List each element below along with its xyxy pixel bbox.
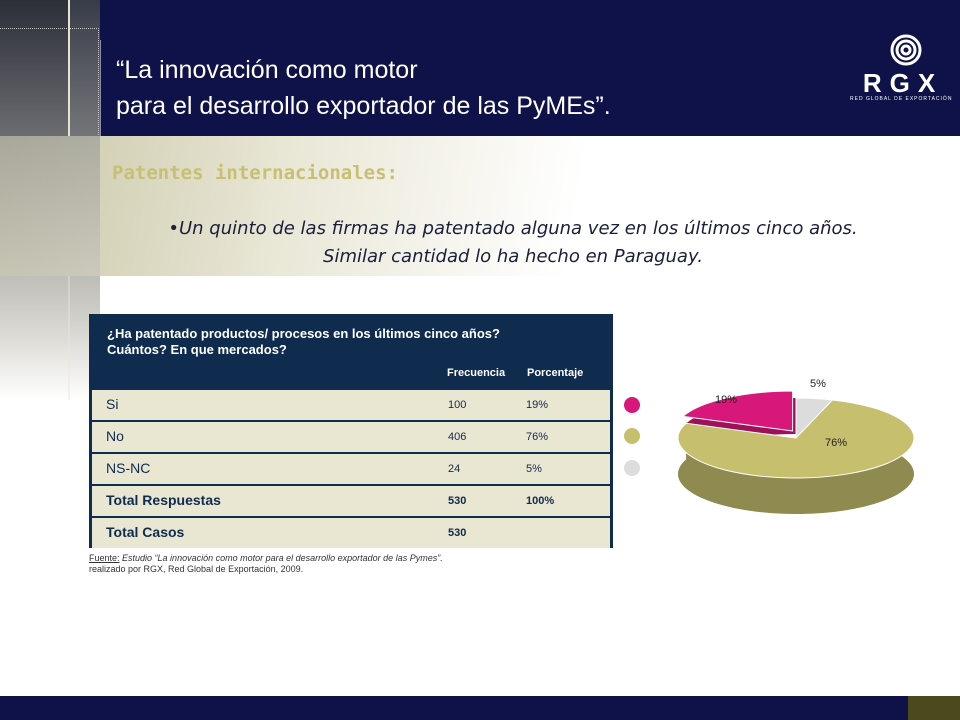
bullet-line-2: Similar cantidad lo ha hecho en Paraguay… [323,246,703,267]
pie-label-si: 19% [715,394,737,406]
logo-tagline: RED GLOBAL DE EXPORTACIÓN [850,96,953,102]
footer-bar [0,696,960,720]
dotted-frame [0,28,99,165]
col-porcentaje: Porcentaje [527,367,584,379]
spiral-icon [890,34,922,66]
row-label: NS-NC [106,460,151,476]
row-porcentaje: 5% [526,463,542,475]
bullet-paragraph: •Un quinto de las firmas ha patentado al… [98,215,928,271]
pie-label-no: 76% [825,437,847,449]
decorative-photo-lower [0,136,100,400]
row-frecuencia: 100 [448,399,467,411]
source-note: Fuente: Estudio “La innovación como moto… [89,553,443,575]
slide-title: “La innovación como motor para el desarr… [116,52,611,124]
pie-slice-no [677,399,915,479]
gradient-band [0,136,960,276]
row-frecuencia: 530 [448,495,467,507]
row-porcentaje: 76% [526,431,549,443]
table-row-casos: Total Casos 530 [92,516,610,548]
legend-dot-nsnc [624,460,640,476]
table-question: ¿Ha patentado productos/ procesos en los… [107,326,597,358]
title-line-1: “La innovación como motor [116,56,418,84]
row-label: Total Respuestas [106,492,221,508]
legend-dot-no [624,428,640,444]
header-bar [0,0,960,136]
table-row: NS-NC 24 5% [92,452,610,484]
row-frecuencia: 24 [448,463,461,475]
table-row: Si 100 19% [92,388,610,420]
row-label: No [106,428,124,444]
section-heading: Patentes internacionales: [112,162,398,184]
footer-accent [908,696,960,720]
pie-label-ns-nc: 5% [810,378,826,390]
results-table: ¿Ha patentado productos/ procesos en los… [89,314,613,548]
title-divider [100,40,101,136]
rgx-logo: RGX [863,34,943,98]
row-porcentaje: 19% [526,399,549,411]
row-label: Si [106,396,119,412]
legend-dot-si [624,397,640,413]
row-frecuencia: 530 [448,527,467,539]
title-line-2: para el desarrollo exportador de las PyM… [116,92,611,120]
row-label: Total Casos [106,524,185,540]
source-line-1: Estudio “La innovación como motor para e… [119,553,443,563]
bullet-line-1: •Un quinto de las firmas ha patentado al… [168,218,858,239]
col-frecuencia: Frecuencia [447,367,506,379]
row-frecuencia: 406 [448,431,467,443]
logo-text: RGX [863,68,943,98]
pie-chart: 19% 5% 76% [677,378,915,514]
question-line-2: Cuántos? En que mercados? [107,342,287,357]
row-porcentaje: 100% [526,495,555,507]
source-label: Fuente: [89,553,120,563]
table-row: No 406 76% [92,420,610,452]
table-header: ¿Ha patentado productos/ procesos en los… [89,314,613,388]
pie-slice-si [681,390,794,432]
question-line-1: ¿Ha patentado productos/ procesos en los… [107,326,500,341]
source-line-2: realizado por RGX, Red Global de Exporta… [89,564,304,574]
table-row-total: Total Respuestas 530 100% [92,484,610,516]
